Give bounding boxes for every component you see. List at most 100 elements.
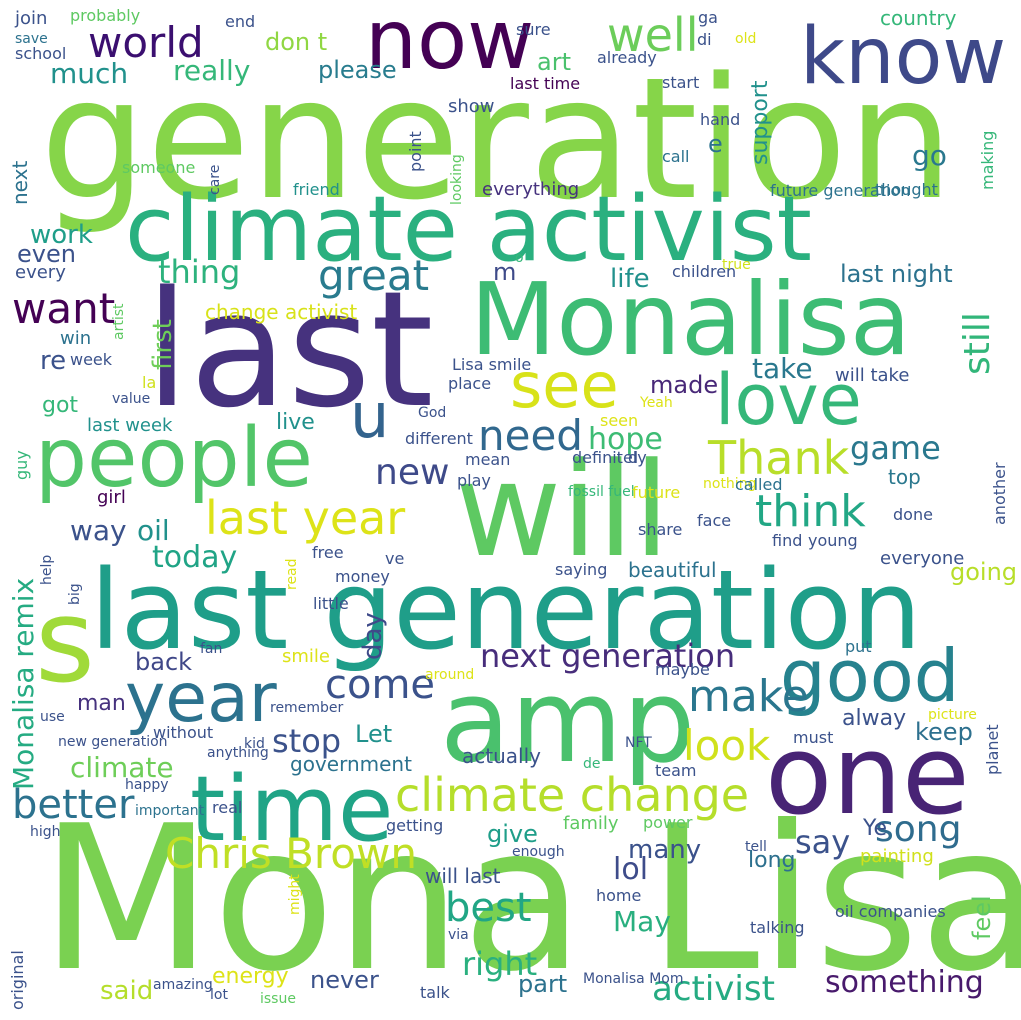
word-make: make [688, 671, 809, 722]
word-see: see [510, 349, 619, 422]
word-next-generation: next generation [480, 637, 736, 675]
word-nothing: d [628, 448, 639, 467]
word-alway: alway [842, 706, 907, 731]
word-young: face [697, 511, 732, 530]
word-picture: use [40, 709, 65, 725]
word-ye: Ye [863, 816, 888, 841]
word-support: support [748, 80, 773, 165]
word-made: made [650, 371, 719, 399]
word-say: say [795, 823, 851, 861]
word-real: happy [125, 777, 169, 793]
word-go: go [912, 139, 947, 172]
word-new: new [375, 452, 450, 493]
word-kid: planet [983, 724, 1002, 775]
word-government: government [290, 752, 412, 776]
word-yeah: value [112, 391, 151, 407]
word-e: e [708, 130, 723, 158]
word-another: young [808, 531, 858, 550]
word-monalisa-remix: Monalisa remix [7, 577, 40, 790]
word-definitely: guy [12, 450, 31, 480]
word-painting: painting [860, 846, 934, 867]
word-still: better [12, 782, 135, 828]
word-old: old [735, 31, 757, 47]
word-find: share [638, 520, 683, 539]
word-people: people [35, 411, 313, 506]
word-don-t: don t [265, 28, 328, 56]
word-art: art [537, 48, 571, 76]
word-issue: amazing [153, 977, 213, 993]
word-show: show [448, 96, 495, 117]
word-thought: future generation [770, 181, 911, 200]
word-think: think [755, 486, 866, 537]
word-best: best [445, 885, 532, 931]
word-chris-brown: Chris Brown [165, 829, 417, 878]
word-save: save [15, 31, 48, 47]
word-nft: anything [207, 745, 269, 761]
word-thing: thing [158, 253, 241, 291]
word-use: maybe [655, 660, 710, 679]
word-change-activist: change activist [205, 300, 358, 324]
word-never: never [310, 966, 379, 994]
word-last-night: last night [840, 260, 953, 288]
word-must: new generation [58, 734, 168, 750]
word-generation: generation [40, 41, 954, 237]
word-last-generation: last generation [90, 546, 922, 674]
word-lot: might [287, 874, 303, 915]
word-today: today [152, 540, 238, 575]
word-making: thought [875, 180, 938, 199]
word-probably: probably [70, 6, 141, 25]
word-home: enough [512, 844, 565, 860]
word-value: place [448, 374, 492, 393]
word-give: give [487, 820, 538, 848]
word-right: right [462, 945, 538, 983]
word-guy: future [632, 483, 681, 502]
word-love: love [715, 359, 862, 441]
word-everyone: everyone [880, 548, 965, 569]
word-saying: money [335, 567, 390, 586]
word-work: work [30, 220, 93, 250]
word-last: last [145, 256, 434, 443]
word-lisa-smile: true [722, 257, 751, 273]
word-school: school [15, 44, 67, 63]
word-la: Lisa smile [452, 355, 532, 374]
word-fossil-fuel: called [735, 475, 783, 494]
word-much: much [50, 57, 129, 90]
word-please: please [318, 56, 397, 84]
word-feel: feel [968, 895, 996, 940]
word-put: little [313, 594, 349, 613]
word-start: start [662, 73, 700, 92]
word-help: find [772, 531, 803, 550]
word-d: definitely [572, 448, 647, 467]
word-big: talking [750, 918, 805, 937]
word-oil-companies: original [8, 950, 27, 1010]
word-many: many [628, 835, 702, 865]
word-original: talk [420, 983, 450, 1002]
word-will-last: will last [425, 864, 501, 888]
word-around: put [845, 637, 872, 656]
word-back: back [135, 648, 193, 676]
word-may: May [613, 905, 671, 938]
word-care: care [207, 164, 223, 195]
word-s: s [35, 575, 95, 709]
word-planet: without [153, 723, 214, 742]
word-world: world [88, 18, 204, 67]
word-enough: getting [386, 816, 444, 835]
word-o: someone [122, 158, 196, 177]
word-sure: sure [516, 20, 551, 39]
word-beautiful: beautiful [628, 558, 717, 582]
word-week: children [672, 262, 737, 281]
word-actually: actually [462, 744, 541, 768]
word-win: win [60, 328, 92, 349]
word-already: already [597, 48, 657, 67]
word-friend: looking [449, 154, 465, 205]
word-last-year: last year [205, 491, 406, 545]
word-without: picture [928, 707, 977, 723]
word-way: way [70, 514, 127, 547]
word-really: really [173, 54, 251, 87]
word-something: something [825, 965, 984, 1000]
word-monalisa-mom: issue [260, 991, 296, 1007]
word-girl: nothing [703, 476, 757, 492]
word-ve: read [284, 558, 300, 590]
word-keep: keep [915, 718, 973, 746]
